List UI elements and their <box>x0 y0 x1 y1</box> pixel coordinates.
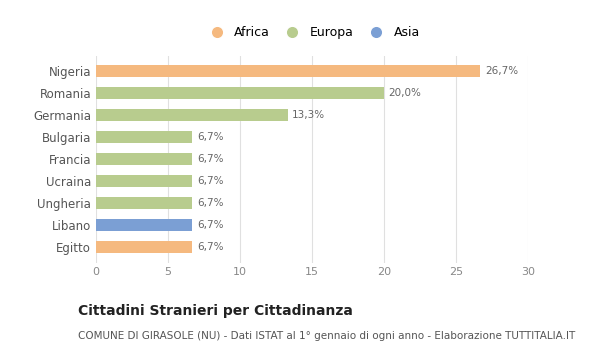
Bar <box>96 175 193 187</box>
Bar <box>96 88 384 99</box>
Text: COMUNE DI GIRASOLE (NU) - Dati ISTAT al 1° gennaio di ogni anno - Elaborazione T: COMUNE DI GIRASOLE (NU) - Dati ISTAT al … <box>78 331 575 341</box>
Bar <box>96 219 193 231</box>
Bar <box>96 153 193 165</box>
Text: 6,7%: 6,7% <box>197 176 223 186</box>
Bar <box>96 65 481 77</box>
Text: 26,7%: 26,7% <box>485 66 518 76</box>
Text: 6,7%: 6,7% <box>197 220 223 230</box>
Text: 6,7%: 6,7% <box>197 242 223 252</box>
Text: 6,7%: 6,7% <box>197 198 223 208</box>
Text: 20,0%: 20,0% <box>388 89 421 98</box>
Text: 13,3%: 13,3% <box>292 110 325 120</box>
Bar <box>96 241 193 253</box>
Bar <box>96 131 193 144</box>
Text: 6,7%: 6,7% <box>197 132 223 142</box>
Text: Cittadini Stranieri per Cittadinanza: Cittadini Stranieri per Cittadinanza <box>78 304 353 318</box>
Bar <box>96 197 193 209</box>
Text: 6,7%: 6,7% <box>197 154 223 164</box>
Bar <box>96 109 287 121</box>
Legend: Africa, Europa, Asia: Africa, Europa, Asia <box>199 21 425 44</box>
